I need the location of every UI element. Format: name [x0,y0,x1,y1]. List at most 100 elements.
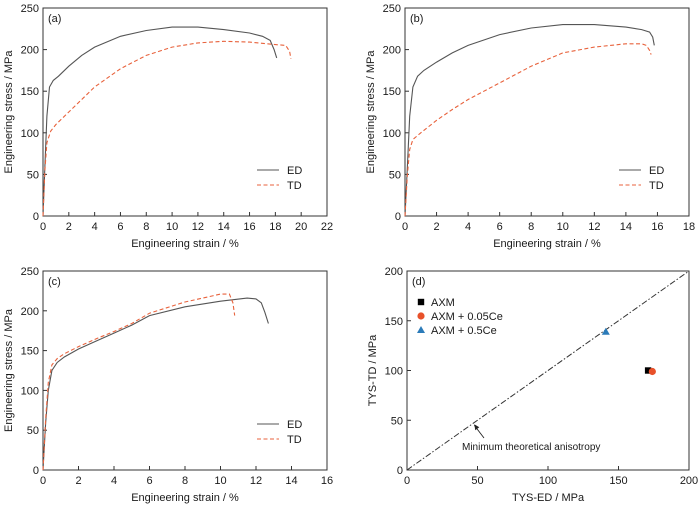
legend-label-1: AXM + 0.05Ce [431,311,503,323]
data-point-2 [601,327,610,335]
x-tick-label: 8 [528,221,534,233]
x-tick-label: 2 [66,221,72,233]
annotation-arrowhead [474,424,480,431]
panel-c: 0 2 4 6 8 10 12 14 16 0 50 100 150 200 250 Engineering … [3,266,333,504]
x-tick-label: 2 [75,475,81,487]
series-line-ed [42,297,269,471]
x-tick-label: 200 [680,475,698,487]
x-tick-label: 16 [321,475,333,487]
series-line-td [42,40,292,217]
x-tick-label: 6 [497,221,503,233]
y-tick-label: 150 [385,316,403,328]
x-tick-label: 14 [218,221,230,233]
x-tick-label: 18 [269,221,281,233]
x-tick-label: 10 [557,221,569,233]
y-tick-label: 50 [27,425,39,437]
y-tick-label: 200 [385,266,403,278]
y-tick-label: 100 [383,128,401,140]
legend-label-ed: ED [287,165,302,177]
panel-label: (a) [48,13,61,25]
x-tick-label: 16 [243,221,255,233]
x-tick-label: 4 [111,475,117,487]
annotation-text: Minimum theoretical anisotropy [462,442,600,453]
y-axis-title: Engineering stress / MPa [3,308,15,432]
series-line-ed [404,24,655,217]
x-tick-label: 12 [250,475,262,487]
y-tick-label: 200 [383,45,401,57]
x-tick-label: 0 [40,475,46,487]
y-tick-label: 150 [21,86,39,98]
x-tick-label: 2 [433,221,439,233]
legend-label-2: AXM + 0.5Ce [431,325,497,337]
y-axis-title: Engineering stress / MPa [365,50,377,174]
plot-frame [42,7,328,217]
x-axis-title: Engineering strain / % [493,238,601,250]
series-line-ed [42,26,278,217]
x-axis-title: Engineering strain / % [131,492,239,504]
x-tick-label: 20 [295,221,307,233]
y-tick-label: 150 [21,346,39,358]
legend-label-td: TD [287,180,302,192]
x-tick-label: 150 [609,475,627,487]
legend-label-td: TD [649,180,664,192]
panel-d: 0 50 100 150 200 0 50 100 150 200 TYS-ED / MPa TYS-… [367,266,698,504]
y-tick-label: 200 [21,306,39,318]
x-tick-label: 14 [620,221,632,233]
x-tick-label: 18 [683,221,695,233]
y-tick-label: 250 [383,3,401,15]
y-tick-label: 0 [33,211,39,223]
plot-frame [42,270,328,471]
series-line-td [42,293,236,471]
x-tick-label: 100 [539,475,557,487]
x-tick-label: 8 [143,221,149,233]
y-tick-label: 50 [391,415,403,427]
y-tick-label: 0 [397,465,403,477]
y-tick-label: 100 [21,385,39,397]
y-tick-label: 100 [21,128,39,140]
data-point-0 [644,367,652,374]
panel-label: (d) [412,276,425,288]
panel-a: 0 2 4 6 8 10 12 14 16 18 20 22 0 50 100 150 200 250 Engine… [3,3,333,250]
x-tick-label: 4 [92,221,98,233]
x-tick-label: 12 [588,221,600,233]
panel-b: 0 2 4 6 8 10 12 14 16 18 0 50 100 150 200 250 Engineerin… [365,3,695,250]
panel-label: (c) [48,276,61,288]
x-tick-label: 6 [146,475,152,487]
y-axis-title: TYS-TD / MPa [367,334,379,406]
x-tick-label: 10 [214,475,226,487]
x-tick-label: 12 [192,221,204,233]
legend-label-0: AXM [431,297,455,309]
series-line-td [404,43,652,217]
y-tick-label: 100 [385,366,403,378]
y-tick-label: 150 [383,86,401,98]
legend-marker-0 [417,298,425,306]
panel-label: (b) [410,13,423,25]
x-axis-title: Engineering strain / % [131,238,239,250]
y-tick-label: 0 [395,211,401,223]
legend-label-td: TD [287,434,302,446]
x-axis-title: TYS-ED / MPa [512,492,585,504]
y-tick-label: 50 [389,169,401,181]
legend-label-ed: ED [649,165,664,177]
x-tick-label: 0 [402,221,408,233]
x-tick-label: 4 [465,221,471,233]
x-tick-label: 16 [651,221,663,233]
legend-marker-2 [417,326,425,333]
x-tick-label: 6 [117,221,123,233]
data-point-1 [648,367,656,376]
plot-frame [404,7,690,217]
y-tick-label: 250 [21,266,39,278]
x-tick-label: 14 [285,475,297,487]
y-tick-label: 0 [33,465,39,477]
x-tick-label: 10 [166,221,178,233]
legend-marker-1 [417,312,425,320]
x-tick-label: 8 [182,475,188,487]
reference-line [406,270,690,471]
x-tick-label: 50 [471,475,483,487]
y-tick-label: 200 [21,45,39,57]
y-tick-label: 50 [27,169,39,181]
x-tick-label: 0 [404,475,410,487]
y-tick-label: 250 [21,3,39,15]
